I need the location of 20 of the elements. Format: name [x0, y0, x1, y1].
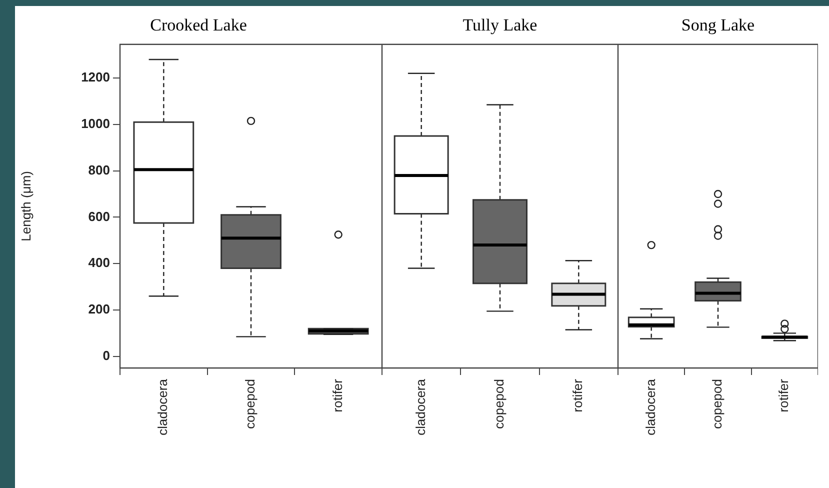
chart-title: Song Lake: [681, 16, 755, 35]
x-tick-label: cladocera: [155, 378, 170, 436]
y-axis-title: Length (μm): [18, 171, 34, 242]
y-tick-label: 800: [88, 162, 110, 178]
y-tick-label: 400: [88, 255, 110, 270]
y-tick-label: 600: [88, 208, 110, 224]
x-tick-label: cladocera: [412, 378, 428, 436]
x-tick-label: rotifer: [776, 378, 792, 412]
x-tick-label: cladocera: [642, 378, 658, 436]
x-tick-label: rotifer: [570, 378, 586, 412]
x-tick-label: copepod: [710, 379, 725, 429]
y-tick-label: 200: [88, 302, 110, 317]
y-tick-label: 0: [102, 348, 110, 363]
chart-title: Tully Lake: [462, 16, 538, 35]
chart-title: Crooked Lake: [150, 16, 247, 35]
y-tick-label: 1200: [81, 70, 110, 85]
y-tick-label: 1000: [81, 116, 110, 132]
x-tick-label: copepod: [242, 379, 258, 429]
x-tick-label: rotifer: [330, 378, 345, 412]
x-tick-label: copepod: [492, 379, 507, 429]
